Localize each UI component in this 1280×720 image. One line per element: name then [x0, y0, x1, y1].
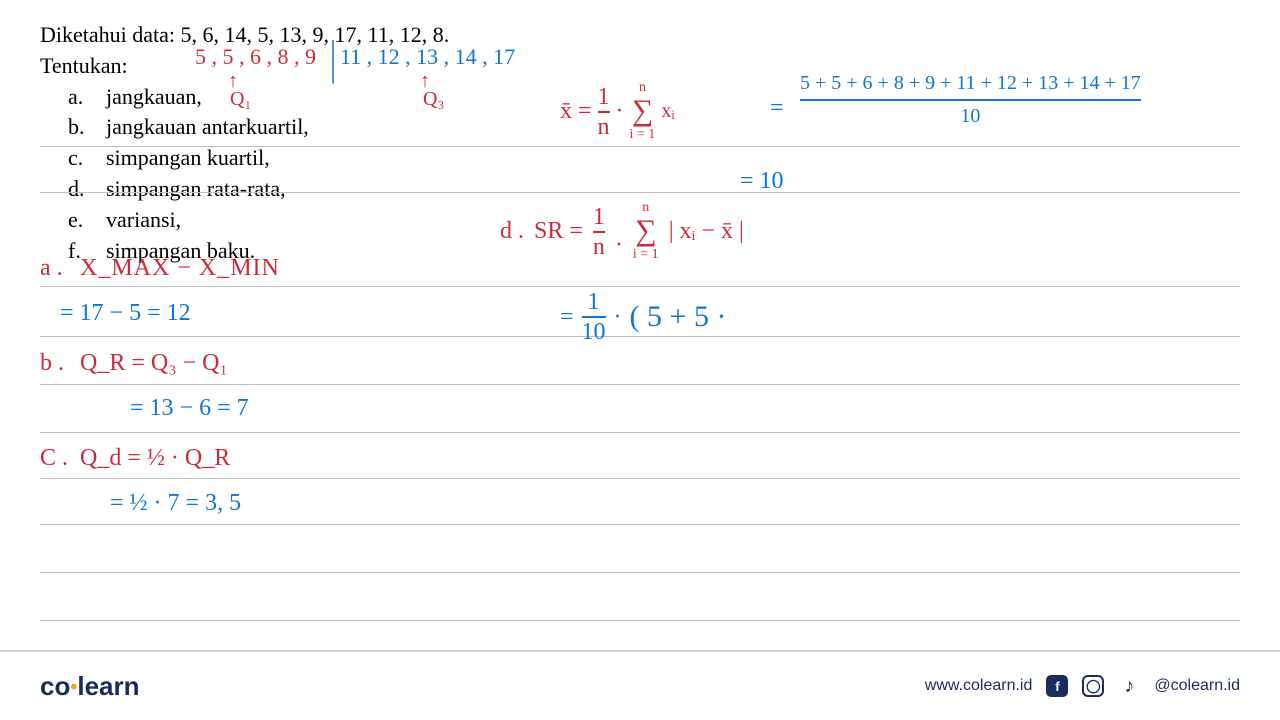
- a-formula: X_MAX − X_MIN: [80, 255, 280, 282]
- brand-logo: co•learn: [40, 671, 140, 702]
- divider-bar: |: [330, 32, 336, 86]
- sr-formula: d . SR = 1 n · n ∑ i = 1 | xᵢ − x̄ |: [500, 200, 744, 263]
- tiktok-icon[interactable]: ♪: [1118, 675, 1140, 697]
- xbar-sum: n ∑ i = 1: [630, 80, 656, 143]
- page-content: Diketahui data: 5, 6, 14, 5, 13, 9, 17, …: [0, 0, 1280, 640]
- xbar-expanded: 5 + 5 + 6 + 8 + 9 + 11 + 12 + 13 + 14 + …: [800, 72, 1141, 128]
- xbar-result: = 10: [740, 168, 784, 195]
- d-label: d .: [500, 218, 524, 245]
- a-label: a .: [40, 255, 63, 282]
- sigma-icon: ∑: [635, 216, 656, 246]
- c-label: C .: [40, 445, 68, 472]
- footer: co•learn www.colearn.id f ◯ ♪ @colearn.i…: [0, 650, 1280, 720]
- q1-label: Q₁: [230, 88, 251, 111]
- hw-sorted-left: 5 , 5 , 6 , 8 , 9: [195, 44, 316, 70]
- footer-handle[interactable]: @colearn.id: [1154, 677, 1240, 695]
- sr-sum: n ∑ i = 1: [633, 200, 659, 263]
- sr-calc: = 1 10 · ( 5 + 5 ·: [560, 290, 726, 344]
- footer-url[interactable]: www.colearn.id: [925, 677, 1033, 695]
- list-item: c.simpangan kuartil,: [68, 143, 1240, 174]
- instagram-icon[interactable]: ◯: [1082, 675, 1104, 697]
- a-calc: = 17 − 5 = 12: [60, 300, 191, 327]
- facebook-icon[interactable]: f: [1046, 675, 1068, 697]
- b-calc: = 13 − 6 = 7: [130, 395, 249, 422]
- sigma-icon: ∑: [632, 96, 653, 126]
- q3-label: Q₃: [423, 88, 444, 111]
- c-calc: = ½ · 7 = 3, 5: [110, 490, 241, 517]
- xbar-lhs: x̄ =: [560, 98, 592, 125]
- xbar-frac: 1 n: [598, 85, 610, 139]
- footer-right: www.colearn.id f ◯ ♪ @colearn.id: [925, 675, 1240, 697]
- xbar-formula: x̄ = 1 n · n ∑ i = 1 xᵢ: [560, 80, 675, 143]
- xbar-eq: =: [770, 95, 784, 122]
- b-formula: Q_R = Q₃ − Q₁: [80, 350, 228, 377]
- b-label: b .: [40, 350, 64, 377]
- c-formula: Q_d = ½ · Q_R: [80, 445, 230, 472]
- hw-sorted-right: 11 , 12 , 13 , 14 , 17: [340, 44, 515, 70]
